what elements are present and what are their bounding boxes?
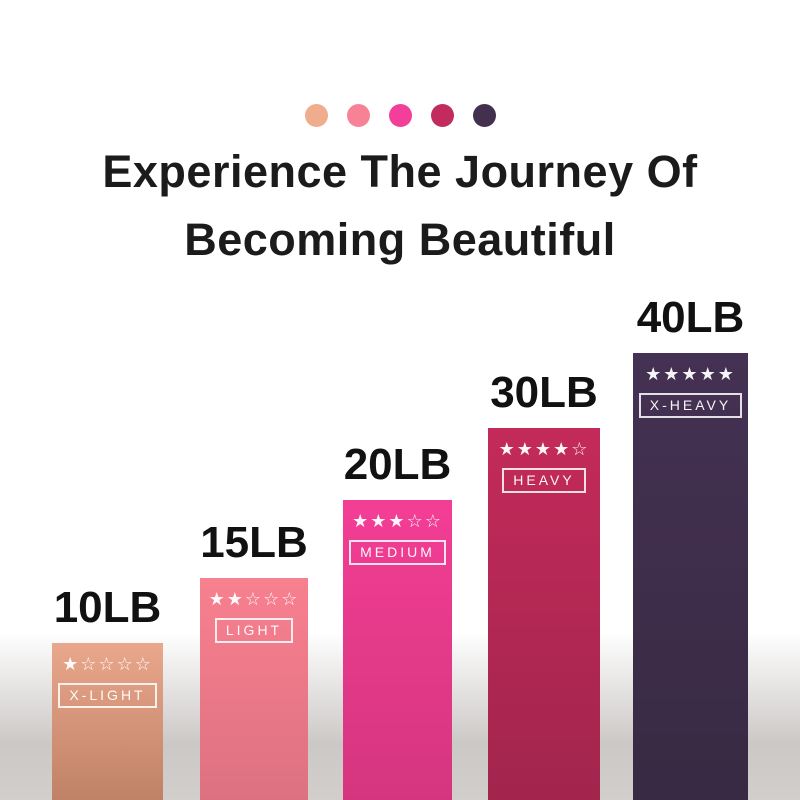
star-rating: ★★★☆☆	[352, 511, 443, 532]
bar: ★☆☆☆☆ X-LIGHT	[52, 643, 163, 800]
palette-dots	[0, 104, 800, 127]
palette-dot-light	[346, 104, 370, 127]
bar: ★★☆☆☆ LIGHT	[200, 578, 308, 800]
bar: ★★★★☆ HEAVY	[488, 428, 600, 800]
bar-weight-label: 10LB	[53, 583, 162, 632]
page-title: Experience The Journey Of Becoming Beaut…	[0, 138, 800, 274]
palette-dot-x-light	[304, 104, 328, 127]
bar-column-10lb: 10LB ★☆☆☆☆ X-LIGHT	[52, 583, 163, 800]
level-badge: LIGHT	[214, 618, 294, 643]
palette-dot-medium	[388, 104, 412, 127]
bar-weight-label: 40LB	[636, 293, 745, 342]
bar-weight-label: 20LB	[343, 440, 452, 489]
star-rating: ★★★★★	[645, 364, 736, 385]
palette-dot-x-heavy	[472, 104, 496, 127]
bar-column-30lb: 30LB ★★★★☆ HEAVY	[488, 368, 600, 800]
level-badge: MEDIUM	[349, 540, 446, 565]
level-badge: X-LIGHT	[58, 683, 157, 708]
palette-dot-heavy	[430, 104, 454, 127]
title-line-1: Experience The Journey Of	[102, 146, 698, 197]
star-rating: ★★★★☆	[498, 439, 590, 460]
bar-weight-label: 15LB	[200, 518, 308, 567]
bar-weight-label: 30LB	[490, 368, 598, 417]
star-rating: ★☆☆☆☆	[62, 654, 153, 675]
title-line-2: Becoming Beautiful	[184, 214, 616, 265]
bar-column-40lb: 40LB ★★★★★ X-HEAVY	[633, 293, 748, 800]
bar-column-15lb: 15LB ★★☆☆☆ LIGHT	[200, 518, 308, 800]
bar: ★★★★★ X-HEAVY	[633, 353, 748, 800]
bar: ★★★☆☆ MEDIUM	[343, 500, 452, 800]
level-badge: X-HEAVY	[638, 393, 743, 418]
star-rating: ★★☆☆☆	[208, 589, 300, 610]
level-badge: HEAVY	[502, 468, 586, 493]
bar-column-20lb: 20LB ★★★☆☆ MEDIUM	[343, 440, 452, 800]
